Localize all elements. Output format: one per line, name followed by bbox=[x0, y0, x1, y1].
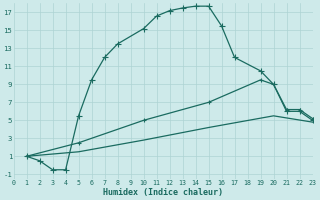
X-axis label: Humidex (Indice chaleur): Humidex (Indice chaleur) bbox=[103, 188, 223, 197]
